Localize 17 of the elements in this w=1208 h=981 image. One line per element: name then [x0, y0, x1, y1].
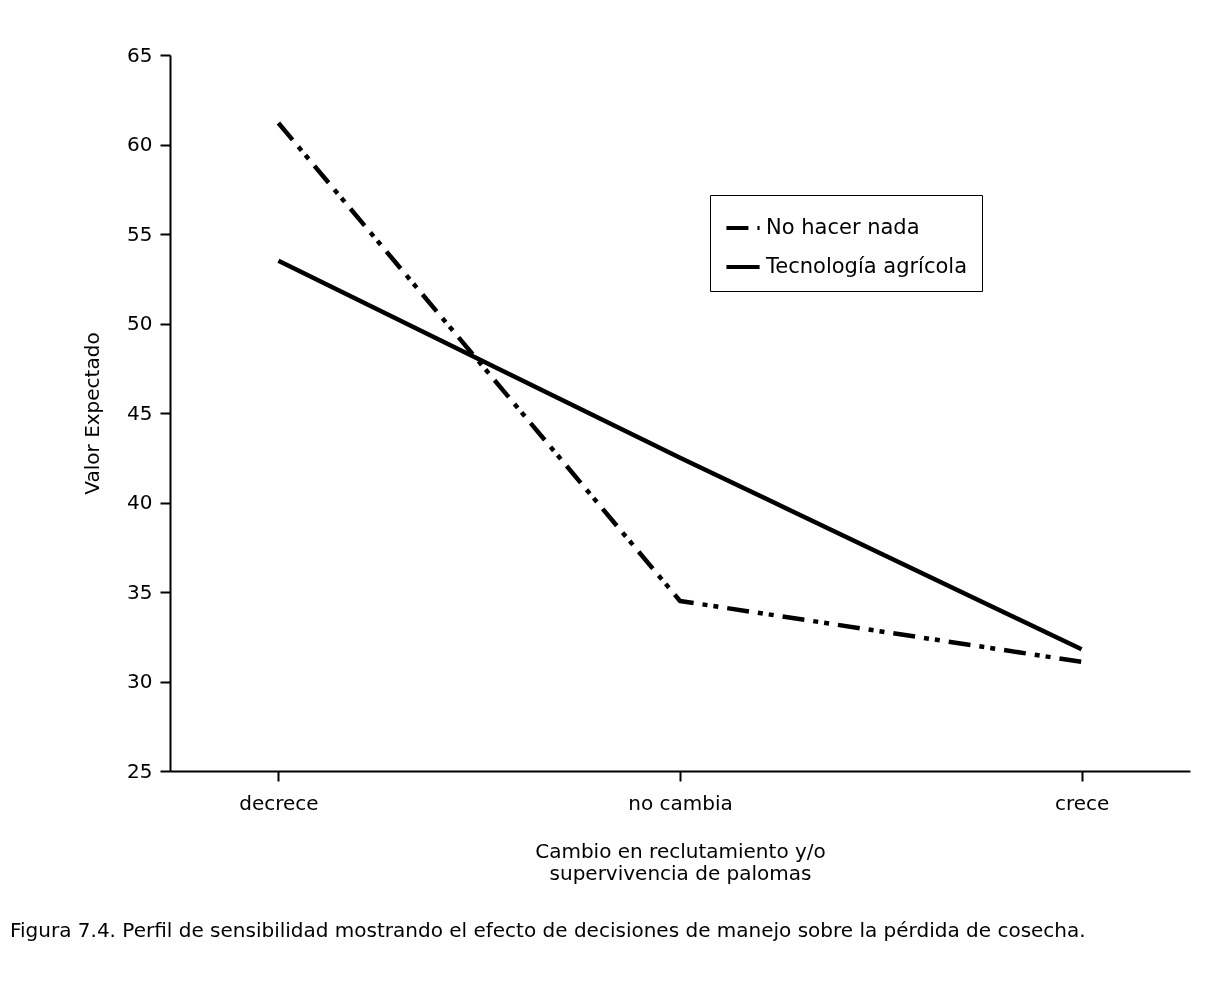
- y-tick-label: 30: [127, 669, 153, 693]
- y-tick-label: 65: [127, 42, 153, 67]
- y-tick-label: 45: [127, 400, 153, 425]
- y-tick-label: 35: [127, 579, 153, 604]
- text: Figura 7.4. Perfil de sensibilidad mostrando el efecto de decisiones de manejo sobre la pérdida de cosecha.: [10, 918, 1086, 942]
- x-axis-title: Cambio en reclutamiento y/o supervivencia de palomas: [535, 838, 826, 885]
- y-tick-label: 60: [127, 132, 153, 156]
- y-tick-label: 40: [127, 490, 153, 514]
- y-tick-label: 25: [127, 758, 153, 783]
- y-tick-label: 50: [127, 311, 153, 335]
- x-tick-label: crece: [1054, 790, 1110, 815]
- x-tick-label: no cambia: [628, 790, 733, 815]
- y-tick-label: 55: [127, 221, 153, 246]
- x-tick-label: decrece: [239, 790, 319, 815]
- legend-label: No hacer nada: [766, 215, 920, 239]
- y-axis-title: Valor Expectado: [80, 332, 105, 495]
- legend-label: Tecnología agrícola: [765, 254, 968, 278]
